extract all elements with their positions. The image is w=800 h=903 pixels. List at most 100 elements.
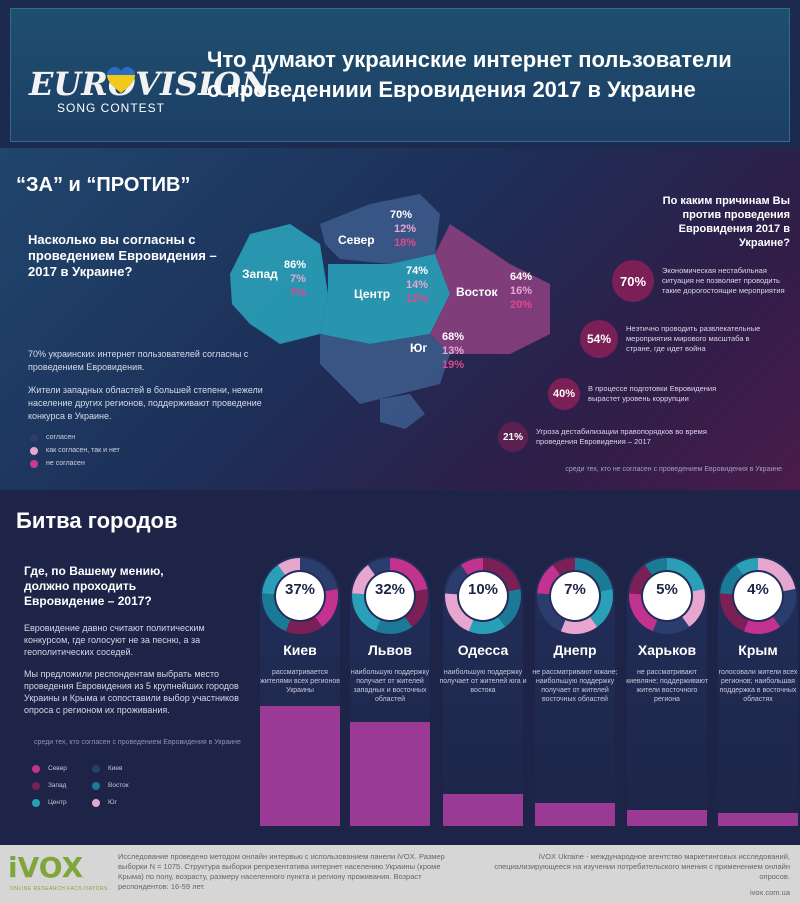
footer: iVOX ONLINE RESEARCH FACILITATORS Исслед… [0, 845, 800, 903]
legend-item: не согласен [30, 457, 120, 470]
legend-dot [30, 433, 38, 442]
reason-item: 54% Неэтично проводить развлекательные м… [580, 320, 776, 358]
donut-center [734, 572, 782, 620]
city-name: Харьков [637, 642, 697, 658]
agency-text: iVOX Ukraine - международное агентство м… [494, 852, 790, 881]
city-bar [718, 813, 798, 826]
donut-segment [537, 558, 613, 634]
donut-segment [352, 558, 428, 634]
paragraph-1: Евровидение давно считают политическим к… [24, 623, 205, 657]
region-south [320, 334, 450, 404]
donut-center [551, 572, 599, 620]
donut-segment [720, 558, 796, 634]
region-label-east: Восток [456, 285, 499, 299]
pro-contra-section: “ЗА” и “ПРОТИВ” Насколько вы согласны с … [0, 148, 800, 490]
donut-segment [262, 558, 338, 634]
svg-text:16%: 16% [510, 285, 532, 297]
city-name: Киев [283, 642, 317, 658]
donut-segment [720, 558, 796, 634]
donut-center [459, 572, 507, 620]
donut-segment [352, 558, 428, 634]
city-bar [535, 803, 615, 826]
donut-center [276, 572, 324, 620]
legend-dot [30, 446, 38, 455]
reason-item: 21% Угроза дестабилизации правопорядков … [498, 422, 716, 452]
city-description: не рассматривают киевляне; поддерживают … [626, 669, 708, 703]
city-donut [352, 558, 428, 634]
city-donut [537, 558, 613, 634]
donut-segment [262, 558, 338, 634]
legend-item: Восток [92, 781, 152, 790]
city-description: голосовали жители всех регионов; наиболь… [718, 669, 798, 703]
donut-segment [262, 558, 338, 634]
donut-center [643, 572, 691, 620]
donut-segment [720, 558, 796, 634]
region-label-west: Запад [242, 267, 278, 281]
svg-text:20%: 20% [510, 299, 532, 311]
donut-segment [352, 558, 428, 634]
ivox-tagline: ONLINE RESEARCH FACILITATORS [10, 886, 108, 892]
donut-segment [262, 558, 338, 634]
donut-segment [537, 558, 613, 634]
donut-segment [445, 558, 521, 634]
city-donut [445, 558, 521, 634]
legend-regions: Север Киев Запад Восток Центр Юг [32, 760, 152, 811]
reasons-question: По каким причинам Вы против проведения Е… [662, 195, 790, 249]
svg-text:70%: 70% [390, 209, 412, 221]
region-label-center: Центр [354, 287, 390, 301]
donut-segment [629, 558, 705, 634]
reason-pct-circle: 70% [612, 260, 654, 302]
city-bar [350, 722, 430, 826]
city-description: не рассматривают южане; наибольшую подде… [532, 669, 618, 703]
donut-segment [445, 558, 521, 634]
region-center [320, 254, 450, 344]
donut-segment [445, 558, 521, 634]
city-bar [627, 810, 707, 826]
reason-item: 40% В процессе подготовки Евровидения вы… [548, 378, 738, 410]
svg-text:12%: 12% [394, 223, 416, 235]
city-description: рассматривается жителями всех регионов У… [260, 669, 340, 694]
region-label-north: Север [338, 233, 375, 247]
city-name: Днепр [553, 642, 597, 658]
city-name: Одесса [457, 642, 509, 658]
legend-dot [92, 764, 100, 773]
svg-text:68%: 68% [442, 331, 464, 343]
legend-dot [30, 459, 38, 468]
city-pct: 4% [747, 581, 769, 598]
legend-dot [32, 781, 40, 790]
city-bar [260, 706, 340, 826]
legend-agreement: согласен как согласен, так и нет не согл… [30, 431, 120, 470]
reason-text: Неэтично проводить развлекательные мероп… [626, 324, 761, 353]
donut-segment [629, 558, 705, 634]
city-donut [629, 558, 705, 634]
svg-text:86%: 86% [284, 259, 306, 271]
donut-segment [352, 558, 428, 634]
note-2: Жители западных областей в большей степе… [28, 385, 263, 421]
donut-segment [629, 558, 705, 634]
legend-item: Юг [92, 798, 152, 807]
region-west [230, 224, 328, 344]
city-pct: 10% [467, 581, 499, 598]
legend-dot [32, 764, 40, 773]
city-pct: 32% [374, 581, 406, 598]
svg-text:18%: 18% [394, 237, 416, 249]
city-donut [720, 558, 796, 634]
svg-text:14%: 14% [406, 279, 428, 291]
svg-text:74%: 74% [406, 265, 428, 277]
website-link[interactable]: ivox.com.ua [749, 888, 790, 897]
eurovision-logo: EUROVISION [29, 65, 271, 103]
title-line-2: о проведениии Евровидения 2017 в Украине [207, 77, 696, 102]
city-pct: 37% [284, 581, 316, 598]
svg-text:19%: 19% [442, 359, 464, 371]
legend-dot [92, 781, 100, 790]
svg-text:12%: 12% [406, 293, 428, 305]
section1-footnote: среди тех, кто не согласен с проведением… [565, 466, 782, 473]
donut-segment [629, 558, 705, 634]
svg-text:64%: 64% [510, 271, 532, 283]
region-label-south: Юг [410, 341, 427, 355]
heart-icon [107, 67, 135, 93]
city-pct: 7% [564, 581, 586, 598]
city-question: Где, по Вашему мению, должно проходить Е… [24, 564, 164, 608]
region-north [320, 194, 440, 264]
page-title: Что думают украинские интернет пользоват… [207, 45, 797, 105]
